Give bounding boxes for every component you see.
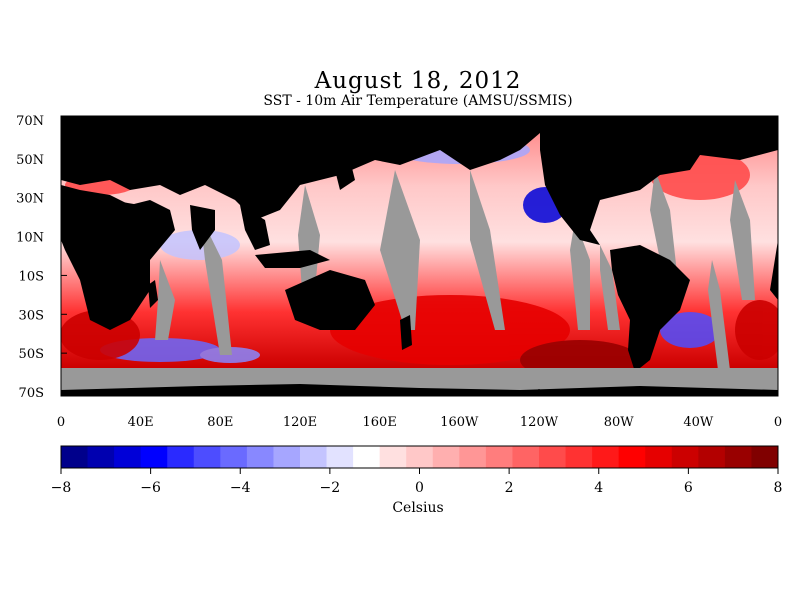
- latitude-tick-label: 30N: [16, 192, 44, 207]
- land-masses: [61, 116, 778, 372]
- latitude-tick-label: 50S: [19, 347, 44, 362]
- latitude-axis: 70N 50N 30N 10N 10S 30S 50S 70S: [16, 114, 67, 401]
- new-zealand: [400, 315, 412, 350]
- colorbar-swatch: [751, 446, 779, 468]
- colorbar-swatch: [273, 446, 301, 468]
- colorbar-swatch: [432, 446, 460, 468]
- latitude-tick-label: 70S: [19, 386, 44, 401]
- colorbar-tick-label: −6: [140, 480, 161, 496]
- longitude-tick-label: 40W: [683, 415, 714, 430]
- colorbar-swatch: [300, 446, 328, 468]
- longitude-tick-label: 0: [57, 415, 65, 430]
- south-america: [610, 245, 690, 372]
- colorbar-swatch: [246, 446, 274, 468]
- southeast-asia: [240, 205, 270, 250]
- colorbar-tick-label: −2: [320, 480, 341, 496]
- colorbar-swatch: [698, 446, 726, 468]
- latitude-tick-label: 70N: [16, 114, 44, 129]
- longitude-tick-label: 0: [774, 415, 782, 430]
- longitude-axis: 0 40E 80E 120E 160E 160W 120W 80W 40W 0: [57, 389, 782, 430]
- longitude-tick-label: 40E: [128, 415, 154, 430]
- colorbar-swatch: [485, 446, 513, 468]
- colorbar-swatch: [61, 446, 89, 468]
- colorbar-swatch: [512, 446, 540, 468]
- colorbar-tick-label: −4: [230, 480, 251, 496]
- map-plot-area: [61, 116, 778, 396]
- colorbar-swatch: [459, 446, 487, 468]
- australia: [285, 270, 375, 330]
- indonesia: [255, 250, 330, 268]
- colorbar-swatch: [539, 446, 567, 468]
- warm-anomaly-regions: [61, 150, 778, 380]
- colorbar-swatch: [671, 446, 699, 468]
- colorbar-swatch: [565, 446, 593, 468]
- longitude-tick-label: 80E: [207, 415, 233, 430]
- europe-asia: [61, 116, 560, 220]
- colorbar-swatch: [592, 446, 620, 468]
- colorbar-swatch: [353, 446, 381, 468]
- colorbar-swatch: [114, 446, 142, 468]
- latitude-tick-label: 10N: [16, 231, 44, 246]
- latitude-tick-label: 30S: [19, 308, 44, 323]
- colorbar-swatch: [326, 446, 354, 468]
- colorbar-swatch: [645, 446, 673, 468]
- colorbar-tick-label: 2: [505, 480, 514, 496]
- colorbar-swatch: [220, 446, 248, 468]
- colorbar-swatch: [193, 446, 221, 468]
- colorbar-swatch: [167, 446, 195, 468]
- india: [190, 205, 215, 250]
- colorbar: −8 −6 −4 −2 0 2 4 6 8: [51, 445, 783, 496]
- map-title: August 18, 2012: [314, 68, 522, 94]
- japan: [335, 160, 355, 190]
- colorbar-tick-label: −8: [51, 480, 72, 496]
- latitude-tick-label: 50N: [16, 153, 44, 168]
- map-subtitle: SST - 10m Air Temperature (AMSU/SSMIS): [263, 93, 573, 109]
- longitude-tick-label: 160E: [363, 415, 397, 430]
- longitude-tick-label: 160W: [440, 415, 479, 430]
- colorbar-swatch: [724, 446, 752, 468]
- greenland: [690, 116, 760, 150]
- colorbar-swatch: [87, 446, 115, 468]
- colorbar-swatch: [140, 446, 168, 468]
- east-africa-edge: [770, 240, 778, 300]
- colorbar-tick-label: 0: [415, 480, 424, 496]
- longitude-tick-label: 120W: [520, 415, 559, 430]
- madagascar: [148, 280, 158, 308]
- antarctica: [61, 384, 778, 396]
- arabia: [110, 200, 160, 230]
- colorbar-swatch: [406, 446, 434, 468]
- colorbar-tick-label: 8: [774, 480, 783, 496]
- colorbar-swatch: [379, 446, 407, 468]
- colorbar-swatch: [618, 446, 646, 468]
- colorbar-tick-label: 4: [594, 480, 603, 496]
- longitude-tick-label: 120E: [283, 415, 317, 430]
- colorbar-unit: Celsius: [392, 500, 444, 516]
- colorbar-tick-label: 6: [684, 480, 693, 496]
- latitude-tick-label: 10S: [19, 269, 44, 284]
- longitude-tick-label: 80W: [604, 415, 635, 430]
